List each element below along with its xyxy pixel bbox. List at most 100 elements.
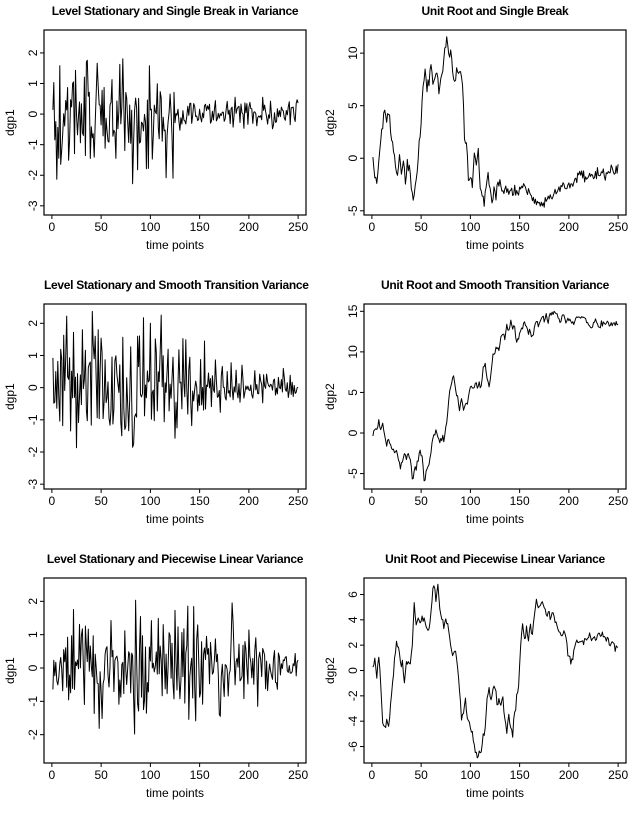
y-axis-label: dgp1 — [3, 383, 17, 410]
x-tick-label: 0 — [369, 494, 376, 508]
y-axis-label: dgp2 — [323, 109, 337, 136]
y-tick-label: -2 — [26, 729, 40, 740]
x-axis-label: time points — [465, 786, 525, 800]
plot-area: 0 50 100 150 200 250 -6 -4 -2 0 2 4 6 — [346, 577, 628, 782]
y-tick-label: -3 — [26, 200, 40, 211]
x-tick-label: 250 — [608, 494, 628, 508]
y-tick-label: -1 — [26, 139, 40, 150]
x-axis-label: time points — [465, 512, 525, 526]
y-tick-label: 0 — [26, 110, 40, 117]
series-line — [372, 310, 619, 482]
y-tick-label: -1 — [26, 696, 40, 707]
x-tick-label: 250 — [288, 768, 308, 782]
x-tick-label: 100 — [140, 768, 160, 782]
y-tick-label: -6 — [346, 741, 360, 752]
series-line — [52, 599, 299, 735]
x-tick-label: 50 — [94, 220, 108, 234]
y-tick-label: 5 — [346, 102, 360, 109]
x-tick-label: 150 — [510, 768, 530, 782]
y-tick-label: -2 — [26, 170, 40, 181]
y-axis-label: dgp1 — [3, 657, 17, 684]
x-tick-label: 150 — [510, 494, 530, 508]
x-tick-label: 0 — [369, 768, 376, 782]
x-tick-label: 0 — [49, 220, 56, 234]
plot-area: 0 50 100 150 200 250 -3 -2 -1 0 1 2 — [26, 29, 308, 234]
y-tick-label: 1 — [26, 80, 40, 87]
y-tick-label: 4 — [346, 616, 360, 623]
plot-frame — [363, 303, 627, 490]
y-tick-label: 10 — [346, 345, 360, 359]
y-tick-label: 0 — [346, 155, 360, 162]
x-tick-label: 250 — [608, 220, 628, 234]
plot-panel-unit-root-piecewise-linear: 0 50 100 150 200 250 -6 -4 -2 0 2 4 6 Unit Root and … — [320, 548, 640, 823]
x-tick-label: 50 — [94, 494, 108, 508]
plot-title: Level Stationary and Single Break in Var… — [51, 4, 299, 18]
series-line — [372, 36, 619, 208]
y-tick-label: 2 — [346, 642, 360, 649]
plot-frame — [363, 29, 627, 216]
y-tick-label: -4 — [346, 716, 360, 727]
x-tick-label: 200 — [239, 768, 259, 782]
x-tick-label: 250 — [288, 220, 308, 234]
y-tick-label: 10 — [346, 46, 360, 60]
x-tick-label: 200 — [559, 494, 579, 508]
x-tick-label: 150 — [510, 220, 530, 234]
y-tick-label: 0 — [346, 667, 360, 674]
y-axis-label: dgp1 — [3, 109, 17, 136]
x-tick-label: 250 — [288, 494, 308, 508]
y-tick-label: 0 — [26, 664, 40, 671]
plot-area: 0 50 100 150 200 250 -3 -2 -1 0 1 2 — [26, 303, 308, 508]
y-tick-label: -5 — [346, 205, 360, 216]
plot-title: Unit Root and Piecewise Linear Variance — [385, 552, 605, 566]
x-tick-label: 150 — [190, 768, 210, 782]
y-tick-label: 2 — [26, 320, 40, 327]
y-tick-label: 6 — [346, 591, 360, 598]
y-tick-label: 1 — [26, 352, 40, 359]
x-tick-label: 150 — [190, 220, 210, 234]
y-axis-label: dgp2 — [323, 383, 337, 410]
plot-title: Level Stationary and Smooth Transition V… — [44, 278, 309, 292]
x-axis-label: time points — [465, 238, 525, 252]
x-tick-label: 100 — [460, 494, 480, 508]
x-axis-label: time points — [145, 786, 205, 800]
x-tick-label: 100 — [140, 220, 160, 234]
x-tick-label: 200 — [239, 494, 259, 508]
x-tick-label: 100 — [140, 494, 160, 508]
plot-area: 0 50 100 150 200 250 -5 0 5 10 15 — [346, 303, 628, 508]
plot-frame — [43, 577, 307, 764]
y-tick-label: 2 — [26, 598, 40, 605]
x-tick-label: 150 — [190, 494, 210, 508]
y-axis-label: dgp2 — [323, 657, 337, 684]
x-tick-label: 100 — [460, 220, 480, 234]
x-tick-label: 50 — [94, 768, 108, 782]
plot-panel-unit-root-single-break: 0 50 100 150 200 250 -5 0 5 10 Unit Root and Sing… — [320, 0, 640, 274]
x-tick-label: 200 — [559, 220, 579, 234]
x-tick-label: 200 — [239, 220, 259, 234]
x-tick-label: 0 — [49, 494, 56, 508]
plot-area: 0 50 100 150 200 250 -5 0 5 10 — [346, 29, 628, 234]
x-tick-label: 50 — [414, 768, 428, 782]
x-tick-label: 0 — [49, 768, 56, 782]
plot-title: Unit Root and Smooth Transition Variance — [380, 278, 610, 292]
plot-panel-level-stationary-piecewise-linear: 0 50 100 150 200 250 -2 -1 0 1 2 Level Stationary … — [0, 548, 320, 823]
plot-frame — [43, 29, 307, 216]
x-tick-label: 0 — [369, 220, 376, 234]
y-tick-label: -1 — [26, 414, 40, 425]
y-tick-label: 15 — [346, 304, 360, 318]
x-axis-label: time points — [145, 238, 205, 252]
x-tick-label: 250 — [608, 768, 628, 782]
y-tick-label: 0 — [26, 384, 40, 391]
y-tick-label: -5 — [346, 468, 360, 479]
plot-title: Unit Root and Single Break — [421, 4, 569, 18]
series-line — [52, 310, 299, 449]
y-tick-label: 0 — [346, 429, 360, 436]
y-tick-label: 1 — [26, 631, 40, 638]
plot-panel-level-stationary-smooth-transition: 0 50 100 150 200 250 -3 -2 -1 0 1 2 Level Stationar… — [0, 274, 320, 548]
x-tick-label: 50 — [414, 494, 428, 508]
plot-title: Level Stationary and Piecewise Linear Va… — [46, 552, 304, 566]
y-tick-label: -2 — [346, 690, 360, 701]
y-tick-label: 2 — [26, 49, 40, 56]
x-tick-label: 100 — [460, 768, 480, 782]
x-tick-label: 50 — [414, 220, 428, 234]
